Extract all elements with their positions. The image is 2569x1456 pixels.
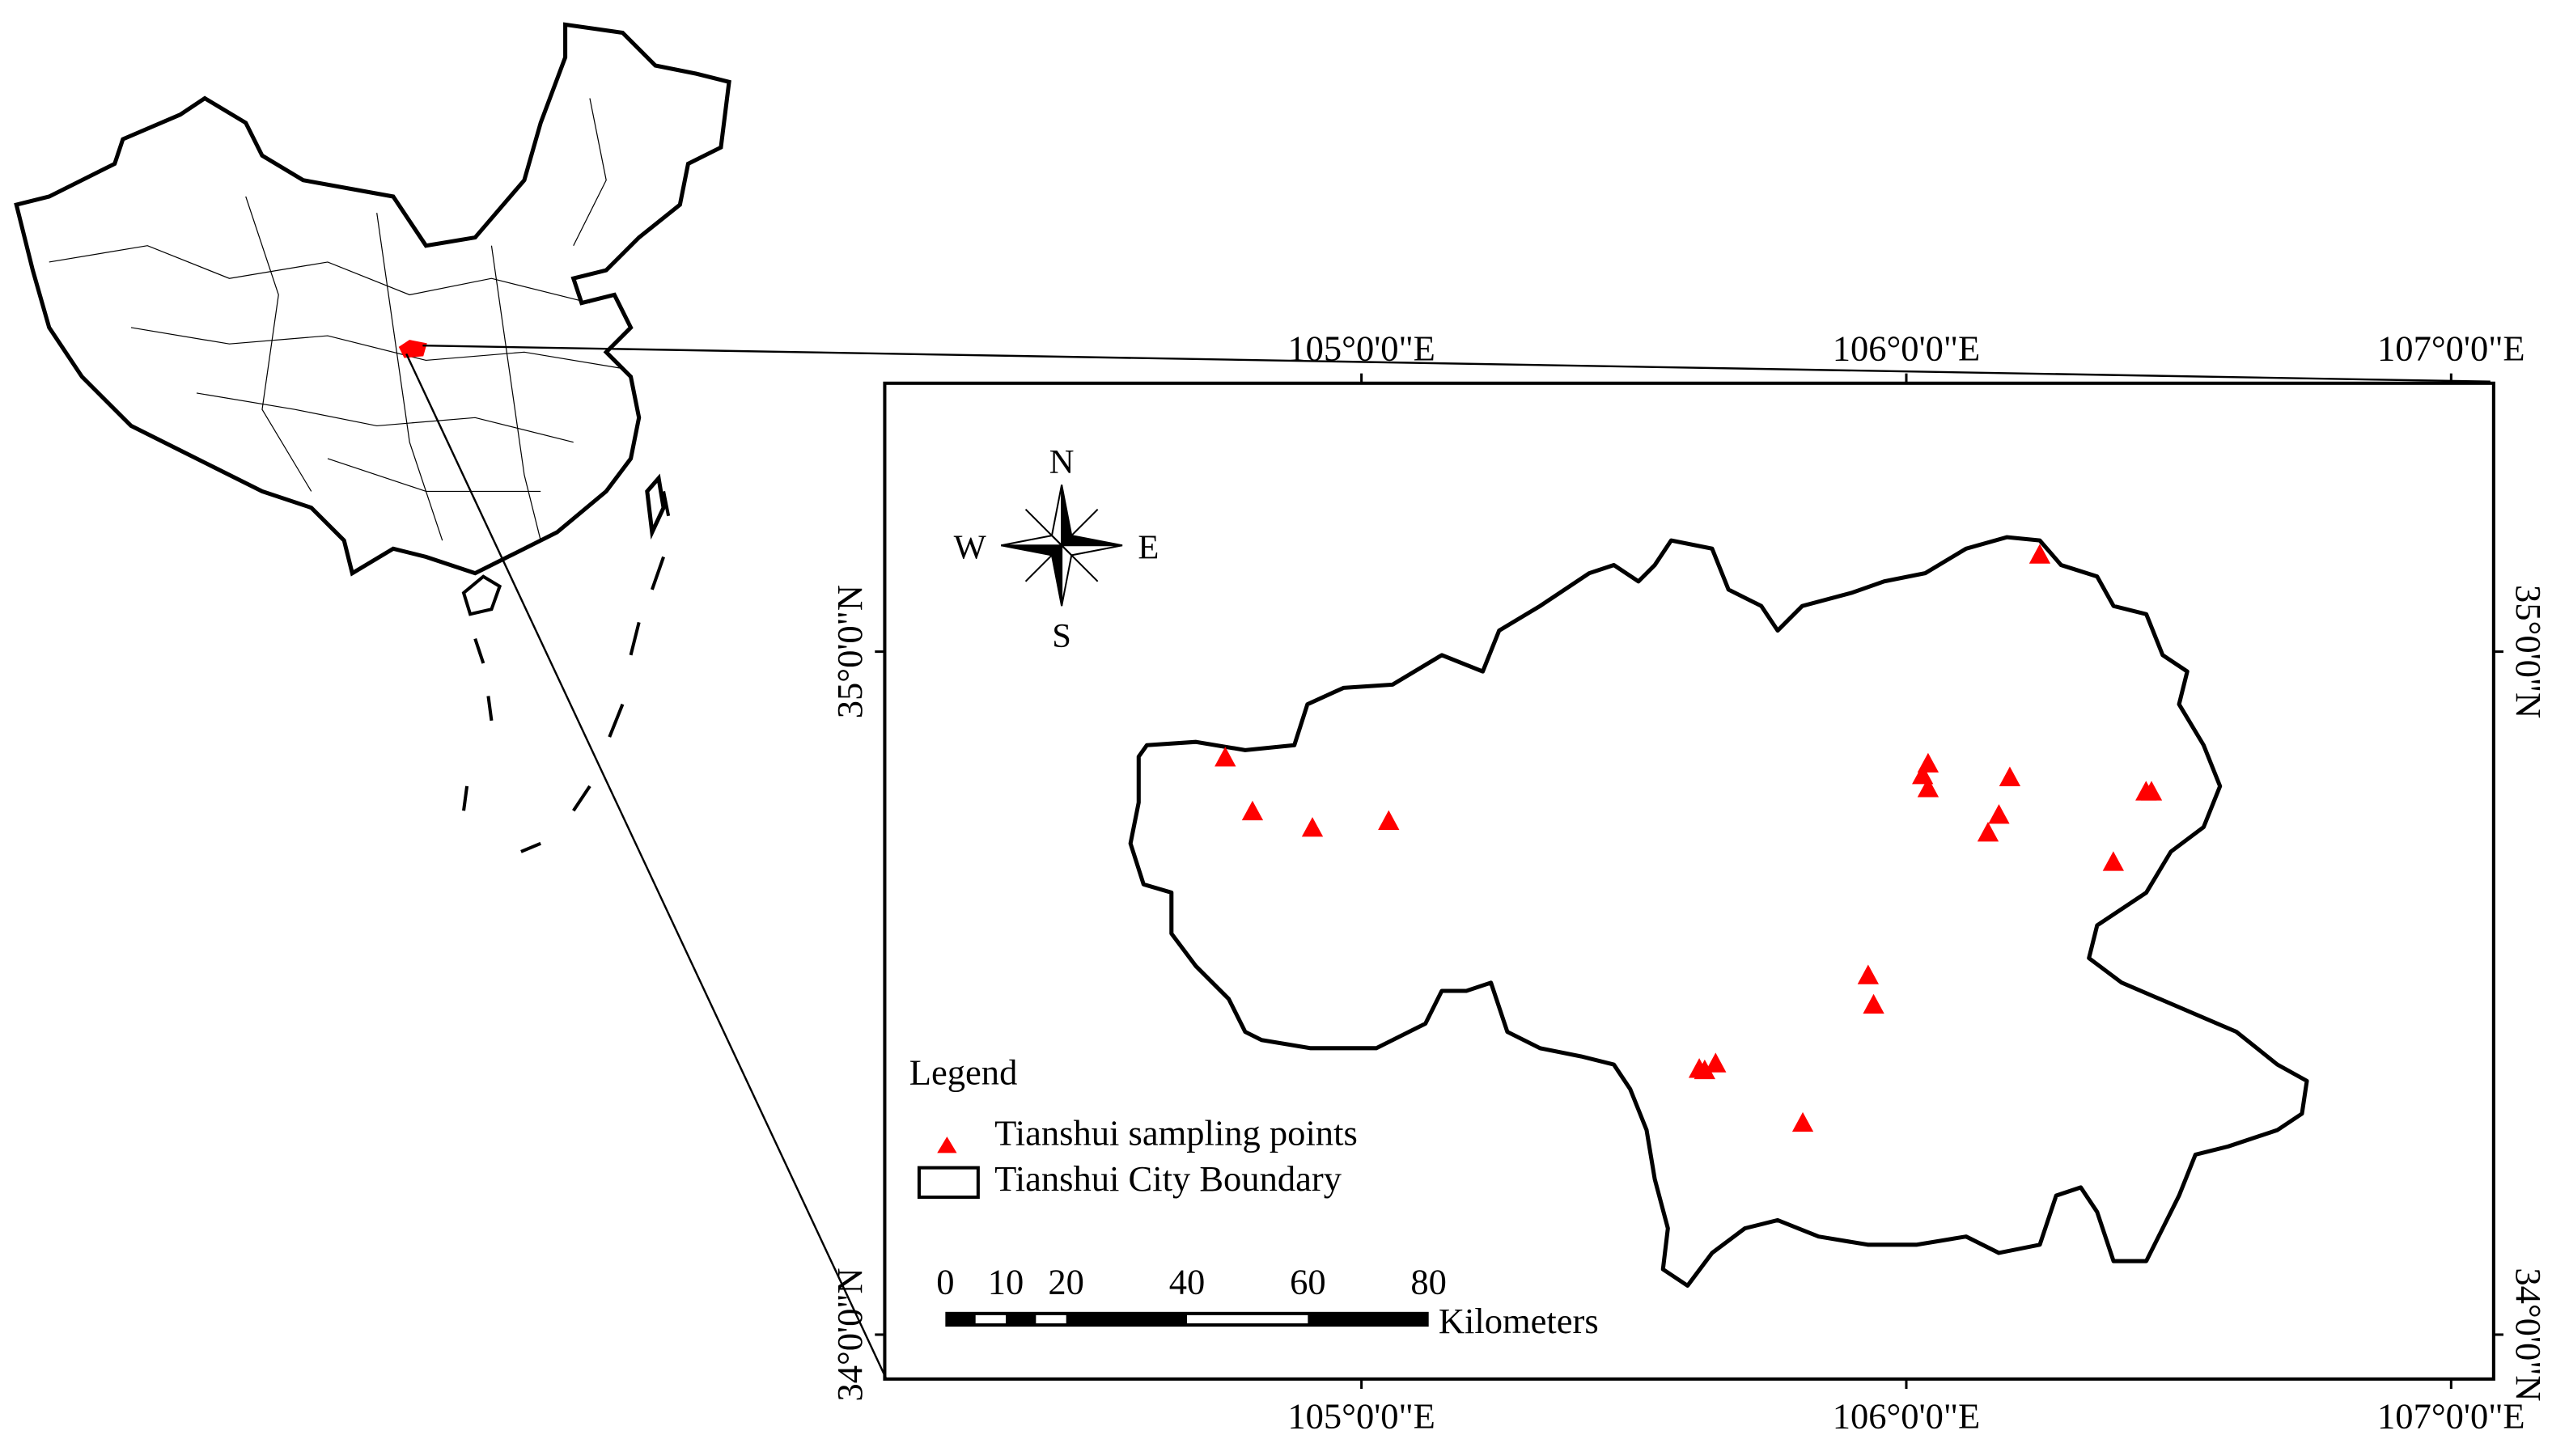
scale-bar-segment <box>1187 1314 1308 1323</box>
lon-tick-label-bottom: 105°0'0"E <box>1287 1396 1435 1437</box>
sampling-point <box>1705 1052 1727 1073</box>
legend-title: Legend <box>909 1052 1018 1092</box>
lon-tick-label-top: 105°0'0"E <box>1287 328 1435 368</box>
sampling-point <box>1378 810 1400 830</box>
lon-tick-label-top: 106°0'0"E <box>1833 328 1981 368</box>
lon-tick-label-top: 107°0'0"E <box>2377 328 2525 368</box>
legend-boundary-label: Tianshui City Boundary <box>994 1158 1342 1199</box>
sampling-point <box>2102 851 2125 871</box>
city-boundary <box>1128 535 2309 1288</box>
lon-tick-label-bottom: 106°0'0"E <box>1833 1396 1981 1437</box>
sampling-point <box>1241 800 1264 821</box>
sampling-point <box>2140 781 2163 801</box>
scale-bar-label: 10 <box>988 1262 1024 1302</box>
sampling-point <box>1694 1059 1715 1080</box>
lon-tick-label-bottom: 107°0'0"E <box>2377 1396 2525 1437</box>
compass-rose <box>1001 485 1123 607</box>
sampling-point <box>1791 1111 1814 1132</box>
map-frame <box>883 381 2495 1381</box>
scale-bar-label: 60 <box>1290 1262 1326 1302</box>
lat-tick-label-left: 34°0'0"N <box>829 1268 870 1401</box>
lat-tick-label-right: 34°0'0"N <box>2508 1268 2549 1401</box>
legend-boundary-symbol <box>917 1166 980 1200</box>
scale-bar-segment <box>975 1314 1007 1323</box>
legend-point-symbol <box>937 1136 957 1153</box>
sampling-point <box>1999 766 2021 786</box>
sampling-point <box>1917 777 1939 798</box>
scale-bar-label: 40 <box>1169 1262 1206 1302</box>
sampling-point <box>1863 993 1884 1014</box>
sampling-point <box>1988 804 2010 824</box>
sampling-point <box>2028 544 2051 564</box>
compass-s: S <box>1052 617 1071 655</box>
sampling-point <box>1857 964 1880 984</box>
scale-bar-frame <box>945 1311 1429 1327</box>
scale-bar-label: 80 <box>1410 1262 1447 1302</box>
sampling-point <box>1977 822 1999 842</box>
scale-bar-label: 20 <box>1048 1262 1084 1302</box>
sampling-point <box>1215 747 1236 767</box>
china-overview <box>14 22 731 853</box>
compass-n: N <box>1049 443 1075 481</box>
sampling-point <box>1301 817 1324 837</box>
scale-bar-segment <box>1036 1314 1066 1323</box>
compass-e: E <box>1138 528 1159 566</box>
scale-bar-label: 0 <box>936 1262 954 1302</box>
lat-tick-label-right: 35°0'0"N <box>2508 585 2549 718</box>
connector-lines <box>405 345 2491 1380</box>
legend-points-label: Tianshui sampling points <box>994 1112 1358 1153</box>
compass-w: W <box>954 528 987 566</box>
lat-tick-label-left: 35°0'0"N <box>829 585 870 718</box>
scale-bar-unit: Kilometers <box>1439 1301 1599 1341</box>
